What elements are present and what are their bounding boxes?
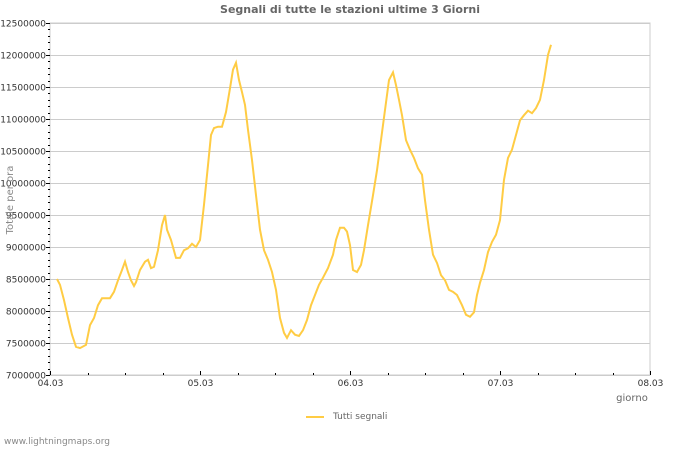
chart-title: Segnali di tutte le stazioni ultime 3 Gi… bbox=[220, 3, 480, 16]
y-tick-label: 8000000 bbox=[6, 308, 46, 318]
y-tick-label: 7000000 bbox=[6, 372, 46, 382]
y-tick-label: 10000000 bbox=[0, 180, 46, 190]
y-axis: 7000000 7500000 8000000 8500000 9000000 95000… bbox=[0, 20, 50, 382]
x-tick-label: 04.03 bbox=[38, 379, 64, 389]
x-axis: 04.03 05.03 06.03 07.03 08.03 bbox=[38, 371, 664, 389]
y-tick-label: 9000000 bbox=[6, 244, 46, 254]
y-tick-label: 12500000 bbox=[0, 20, 46, 30]
y-tick-label: 11000000 bbox=[0, 116, 46, 126]
y-tick-label: 10500000 bbox=[0, 148, 46, 158]
x-tick-label: 07.03 bbox=[488, 379, 514, 389]
x-tick-label: 08.03 bbox=[638, 379, 664, 389]
x-tick-label: 05.03 bbox=[188, 379, 214, 389]
y-tick-label: 9500000 bbox=[6, 212, 46, 222]
legend-swatch bbox=[306, 416, 324, 418]
footer-link[interactable]: www.lightningmaps.org bbox=[4, 437, 110, 447]
y-tick-label: 8500000 bbox=[6, 276, 46, 286]
grid-lines bbox=[49, 22, 651, 376]
x-axis-label: giorno bbox=[616, 393, 648, 404]
x-tick-label: 06.03 bbox=[338, 379, 364, 389]
legend: Tutti segnali bbox=[306, 412, 387, 422]
y-tick-label: 12000000 bbox=[0, 52, 46, 62]
y-tick-label: 11500000 bbox=[0, 84, 46, 94]
legend-label: Tutti segnali bbox=[333, 412, 388, 422]
y-axis-label: Totale per ora bbox=[5, 166, 16, 236]
y-tick-label: 7500000 bbox=[6, 340, 46, 350]
series-line-tutti-segnali bbox=[56, 44, 552, 350]
